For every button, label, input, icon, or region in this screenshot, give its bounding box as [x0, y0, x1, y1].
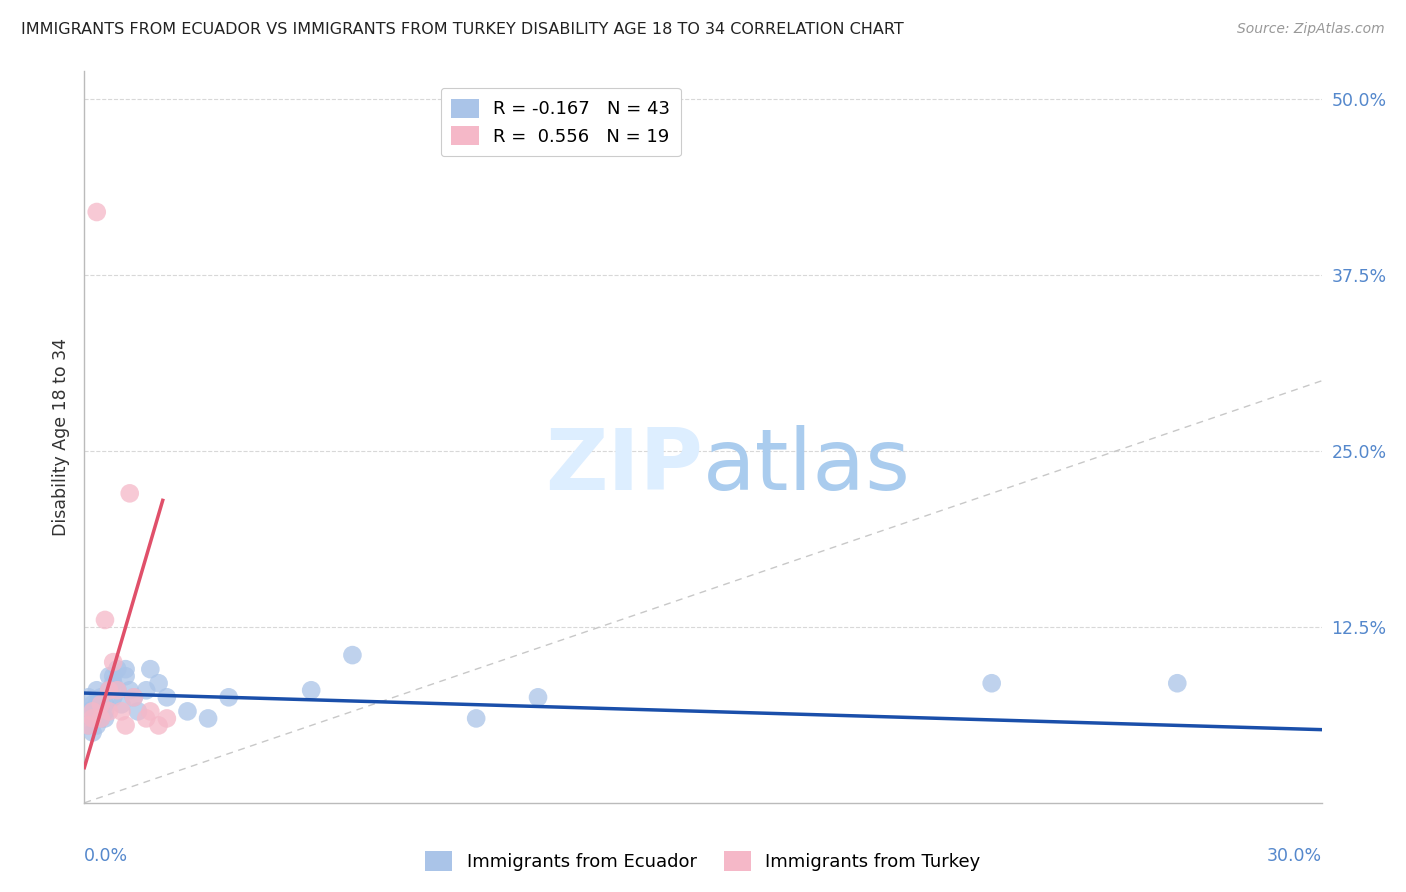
Point: [98, 683, 121, 698]
Point: [156, 690, 179, 705]
Point: [77, 690, 100, 705]
Legend: Immigrants from Ecuador, Immigrants from Turkey: Immigrants from Ecuador, Immigrants from…: [418, 844, 988, 879]
Text: 0.0%: 0.0%: [84, 847, 128, 864]
Point: [82, 705, 104, 719]
Point: [114, 662, 136, 676]
Point: [122, 690, 145, 705]
Point: [103, 669, 125, 683]
Point: [465, 711, 488, 725]
Point: [90, 690, 112, 705]
Point: [118, 683, 141, 698]
Point: [148, 676, 170, 690]
Point: [82, 698, 104, 712]
Point: [127, 705, 149, 719]
Point: [98, 705, 121, 719]
Y-axis label: Disability Age 18 to 34: Disability Age 18 to 34: [52, 338, 70, 536]
Point: [980, 676, 1002, 690]
Point: [90, 711, 112, 725]
Point: [103, 655, 125, 669]
Point: [82, 705, 104, 719]
Point: [110, 698, 132, 712]
Point: [135, 683, 157, 698]
Text: atlas: atlas: [703, 425, 911, 508]
Point: [77, 718, 100, 732]
Point: [139, 662, 162, 676]
Point: [218, 690, 240, 705]
Point: [156, 711, 179, 725]
Text: ZIP: ZIP: [546, 425, 703, 508]
Point: [82, 711, 104, 725]
Point: [114, 718, 136, 732]
Point: [98, 669, 121, 683]
Point: [105, 683, 128, 698]
Text: 30.0%: 30.0%: [1267, 847, 1322, 864]
Point: [299, 683, 322, 698]
Point: [1166, 676, 1188, 690]
Point: [86, 718, 108, 732]
Point: [105, 683, 128, 698]
Point: [342, 648, 364, 662]
Text: IMMIGRANTS FROM ECUADOR VS IMMIGRANTS FROM TURKEY DISABILITY AGE 18 TO 34 CORREL: IMMIGRANTS FROM ECUADOR VS IMMIGRANTS FR…: [21, 22, 904, 37]
Point: [135, 711, 157, 725]
Point: [103, 676, 125, 690]
Point: [90, 698, 112, 712]
Point: [86, 683, 108, 698]
Point: [139, 705, 162, 719]
Point: [122, 690, 145, 705]
Point: [527, 690, 550, 705]
Point: [94, 613, 117, 627]
Point: [82, 711, 104, 725]
Legend: R = -0.167   N = 43, R =  0.556   N = 19: R = -0.167 N = 43, R = 0.556 N = 19: [440, 87, 681, 156]
Point: [94, 705, 117, 719]
Point: [94, 711, 117, 725]
Text: Source: ZipAtlas.com: Source: ZipAtlas.com: [1237, 22, 1385, 37]
Point: [118, 486, 141, 500]
Point: [197, 711, 219, 725]
Point: [90, 705, 112, 719]
Point: [110, 705, 132, 719]
Point: [86, 711, 108, 725]
Point: [114, 669, 136, 683]
Point: [103, 690, 125, 705]
Point: [77, 718, 100, 732]
Point: [77, 705, 100, 719]
Point: [90, 711, 112, 725]
Point: [86, 205, 108, 219]
Point: [148, 718, 170, 732]
Point: [86, 698, 108, 712]
Point: [105, 662, 128, 676]
Point: [176, 705, 198, 719]
Point: [98, 683, 121, 698]
Point: [82, 725, 104, 739]
Point: [94, 698, 117, 712]
